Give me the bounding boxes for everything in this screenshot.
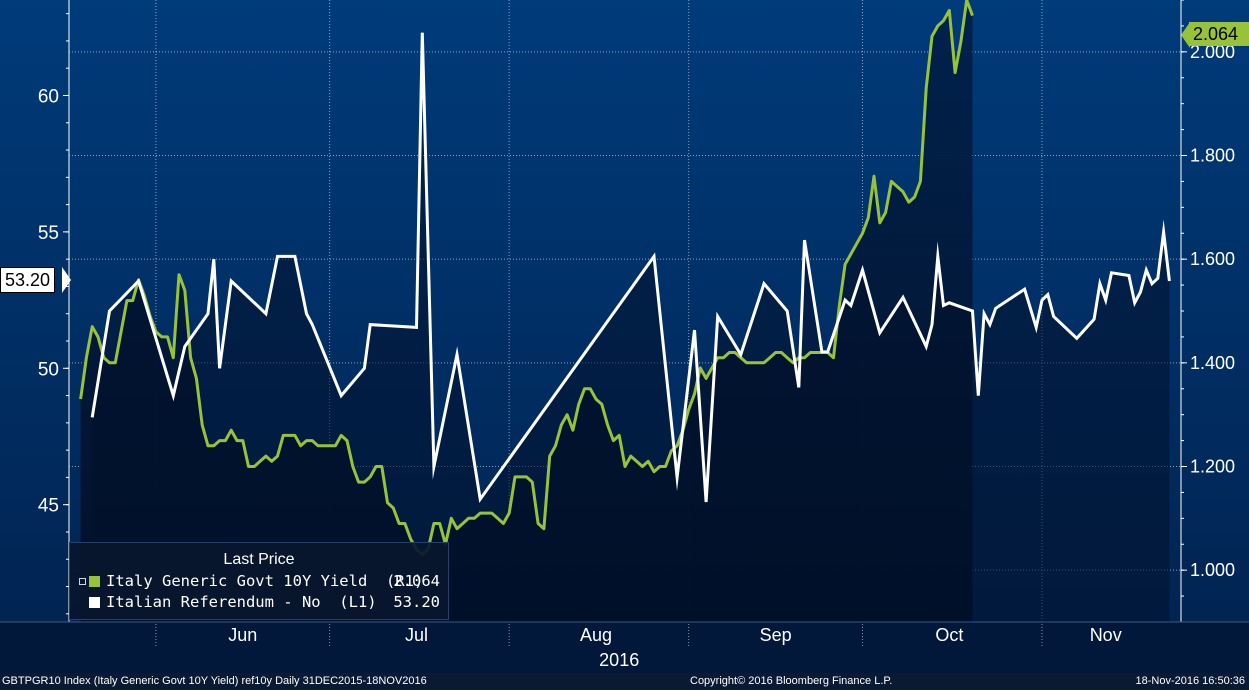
right-tick-label: 1.600 [1190,249,1235,269]
x-tick-label: Jun [228,625,257,645]
footer-timestamp: 18-Nov-2016 16:50:36 [1135,675,1245,687]
legend-item-yield[interactable]: Italy Generic Govt 10Y Yield (R1) 2.064 [70,572,448,592]
legend-item-referendum[interactable]: Italian Referendum - No (L1) 53.20 [70,593,448,613]
footer-source: GBTPGR10 Index (Italy Generic Govt 10Y Y… [2,675,427,687]
right-tick-label: 1.800 [1190,146,1235,166]
left-tag-pointer [62,267,71,293]
footer-copyright: Copyright© 2016 Bloomberg Finance L.P. [690,675,893,687]
x-tick-label: Sep [760,625,792,645]
right-tick-label: 1.400 [1190,353,1235,373]
expand-icon[interactable] [79,578,86,585]
legend-title: Last Price [223,551,295,568]
legend: Last Price Italy Generic Govt 10Y Yield … [69,542,449,620]
left-tick-label: 45 [38,496,59,517]
x-year-label: 2016 [599,650,639,670]
legend-value: 53.20 [393,593,440,611]
left-last-value-tag: 53.20 [0,267,56,293]
axis-band [0,622,1249,673]
legend-label: Italian Referendum - No (L1) [106,593,377,611]
legend-swatch-referendum [89,597,100,608]
referendum-area [92,32,1170,622]
series-lines [79,0,1171,557]
right-tick-label: 1.000 [1190,560,1235,580]
axes: Jun Jul Aug Sep Oct Nov 2016 1.000 1.200 1.400 1.6… [0,0,1249,670]
right-tick-label: 1.200 [1190,457,1235,477]
x-tick-label: Jul [405,625,428,645]
series-line-referendum [90,32,1171,504]
area-fill [80,0,1170,622]
left-tick-label: 55 [38,223,59,244]
legend-swatch-yield [89,576,100,587]
x-tick-label: Aug [580,625,612,645]
right-tick-label: 2.000 [1190,42,1235,62]
legend-label: Italy Generic Govt 10Y Yield (R1) [106,572,424,590]
x-tick-label: Nov [1090,625,1122,645]
right-last-value-tag: 2.064 [1189,22,1249,46]
left-tick-label: 60 [38,86,59,107]
legend-value: 2.064 [393,572,440,590]
x-tick-label: Oct [935,625,963,645]
left-tick-label: 50 [38,359,59,380]
right-tag-pointer [1181,22,1190,48]
